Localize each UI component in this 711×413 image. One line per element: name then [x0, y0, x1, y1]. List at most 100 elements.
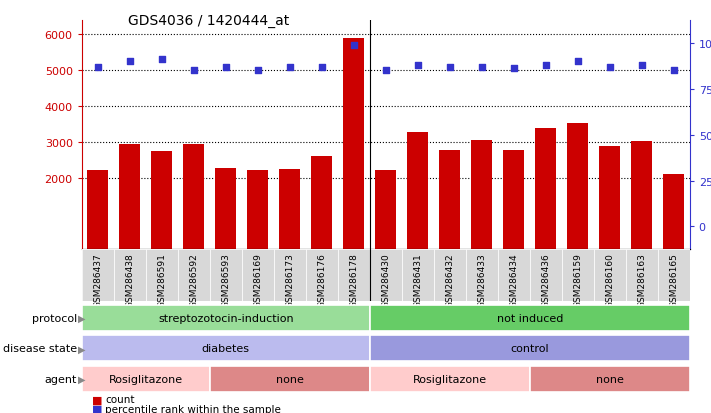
- Bar: [663, 175, 684, 250]
- Text: GSM286434: GSM286434: [509, 252, 518, 307]
- Bar: [242, 250, 274, 301]
- Text: GSM286431: GSM286431: [413, 252, 422, 307]
- Text: protocol: protocol: [31, 313, 77, 323]
- Bar: [370, 250, 402, 301]
- Text: GSM286591: GSM286591: [157, 252, 166, 307]
- Text: none: none: [596, 374, 624, 384]
- Bar: [599, 147, 620, 250]
- Point: [508, 66, 519, 73]
- Bar: [311, 157, 332, 250]
- Text: ■: ■: [92, 394, 103, 404]
- Point: [188, 68, 199, 74]
- Text: ■: ■: [92, 404, 103, 413]
- Bar: [631, 142, 652, 250]
- Point: [668, 68, 680, 74]
- Bar: [183, 144, 204, 250]
- Text: GSM286593: GSM286593: [221, 252, 230, 307]
- Text: GSM286438: GSM286438: [125, 252, 134, 307]
- Bar: [567, 124, 588, 250]
- Text: ▶: ▶: [78, 344, 86, 354]
- Bar: [82, 250, 114, 301]
- Bar: [82, 336, 370, 361]
- Bar: [82, 306, 370, 331]
- Text: GSM286159: GSM286159: [573, 252, 582, 307]
- Text: Rosiglitazone: Rosiglitazone: [109, 374, 183, 384]
- Bar: [114, 250, 146, 301]
- Bar: [210, 366, 370, 392]
- Bar: [151, 152, 172, 250]
- Bar: [210, 250, 242, 301]
- Bar: [498, 250, 530, 301]
- Point: [284, 64, 296, 71]
- Text: streptozotocin-induction: streptozotocin-induction: [158, 313, 294, 323]
- Bar: [279, 170, 300, 250]
- Bar: [562, 250, 594, 301]
- Text: GSM286437: GSM286437: [93, 252, 102, 307]
- Bar: [439, 150, 460, 250]
- Point: [252, 68, 264, 74]
- Bar: [402, 250, 434, 301]
- Point: [444, 64, 455, 71]
- Bar: [119, 144, 140, 250]
- Bar: [146, 250, 178, 301]
- Bar: [466, 250, 498, 301]
- Text: agent: agent: [44, 374, 77, 384]
- Text: GSM286433: GSM286433: [477, 252, 486, 307]
- Point: [412, 62, 424, 69]
- Text: GSM286432: GSM286432: [445, 252, 454, 307]
- Bar: [658, 250, 690, 301]
- Point: [572, 59, 583, 65]
- Text: GSM286165: GSM286165: [669, 252, 678, 307]
- Point: [124, 59, 135, 65]
- Text: ▶: ▶: [78, 374, 86, 384]
- Bar: [274, 250, 306, 301]
- Text: none: none: [276, 374, 304, 384]
- Bar: [434, 250, 466, 301]
- Bar: [178, 250, 210, 301]
- Point: [220, 64, 232, 71]
- Point: [348, 42, 359, 49]
- Text: GSM286163: GSM286163: [637, 252, 646, 307]
- Bar: [407, 133, 428, 250]
- Bar: [87, 171, 108, 250]
- Text: control: control: [510, 344, 549, 354]
- Bar: [338, 250, 370, 301]
- Text: percentile rank within the sample: percentile rank within the sample: [105, 404, 281, 413]
- Text: count: count: [105, 394, 134, 404]
- Point: [156, 57, 168, 63]
- Bar: [471, 141, 492, 250]
- Text: GSM286176: GSM286176: [317, 252, 326, 307]
- Text: Rosiglitazone: Rosiglitazone: [412, 374, 487, 384]
- Text: GSM286173: GSM286173: [285, 252, 294, 307]
- Text: GSM286178: GSM286178: [349, 252, 358, 307]
- Text: not induced: not induced: [496, 313, 563, 323]
- Bar: [370, 366, 530, 392]
- Point: [476, 64, 487, 71]
- Bar: [370, 336, 690, 361]
- Bar: [503, 151, 524, 250]
- Bar: [626, 250, 658, 301]
- Point: [380, 68, 391, 74]
- Text: GSM286160: GSM286160: [605, 252, 614, 307]
- Bar: [375, 171, 396, 250]
- Point: [604, 64, 616, 71]
- Bar: [530, 366, 690, 392]
- Point: [540, 62, 552, 69]
- Point: [636, 62, 648, 69]
- Bar: [594, 250, 626, 301]
- Text: GDS4036 / 1420444_at: GDS4036 / 1420444_at: [128, 14, 289, 28]
- Bar: [530, 250, 562, 301]
- Text: ▶: ▶: [78, 313, 86, 323]
- Bar: [215, 168, 236, 250]
- Bar: [535, 129, 556, 250]
- Bar: [343, 38, 364, 250]
- Bar: [247, 171, 268, 250]
- Point: [316, 64, 327, 71]
- Text: GSM286430: GSM286430: [381, 252, 390, 307]
- Point: [92, 64, 104, 71]
- Bar: [82, 366, 210, 392]
- Text: GSM286436: GSM286436: [541, 252, 550, 307]
- Text: disease state: disease state: [3, 344, 77, 354]
- Text: diabetes: diabetes: [202, 344, 250, 354]
- Text: GSM286592: GSM286592: [189, 252, 198, 307]
